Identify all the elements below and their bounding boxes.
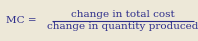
Text: change in total cost: change in total cost xyxy=(71,10,175,19)
Text: MC =: MC = xyxy=(6,16,40,25)
Text: change in quantity produced: change in quantity produced xyxy=(47,22,198,31)
